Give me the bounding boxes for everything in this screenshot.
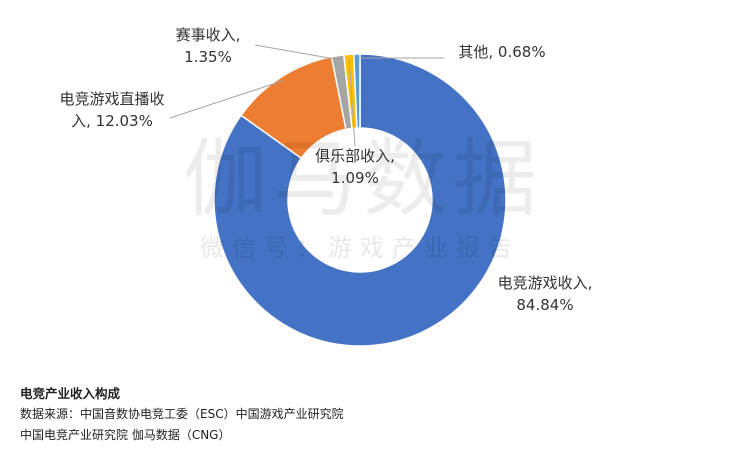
slice-label-line: 84.84% xyxy=(516,296,573,314)
leader-line xyxy=(348,58,356,147)
caption-title: 电竞产业收入构成 xyxy=(20,386,121,401)
leader-line xyxy=(169,80,284,119)
slice-label-line: 1.35% xyxy=(184,48,232,66)
slice-label-line: 俱乐部收入, xyxy=(315,147,395,165)
donut-slice xyxy=(352,53,361,129)
slice-label: 俱乐部收入, 1.09% xyxy=(315,147,395,187)
donut-chart: 伽马数据 微信号：游戏产业报告 电竞游戏收入, 84.84% 电竞游戏直播收入, 1… xyxy=(59,26,592,347)
watermark-logo-text: 伽马数据 xyxy=(183,130,543,228)
slice-label-line: 入, 12.03% xyxy=(71,112,153,130)
slice-label-line: 1.09% xyxy=(331,169,379,187)
leader-line xyxy=(254,44,339,61)
donut-slice xyxy=(213,53,507,347)
slice-label-line: 其他, 0.68% xyxy=(458,43,545,61)
watermark-subtitle: 微信号：游戏产业报告 xyxy=(200,234,520,262)
slice-label: 电竞游戏收入, 84.84% xyxy=(498,274,593,314)
slice-label: 其他, 0.68% xyxy=(458,43,545,61)
slice-labels: 电竞游戏收入, 84.84% 电竞游戏直播收入, 12.03% 赛事收入, 1.35% 俱… xyxy=(59,26,592,314)
caption-source-line-2: 中国电竞产业研究院 伽马数据（CNG） xyxy=(20,428,231,442)
leader-lines xyxy=(169,44,445,147)
slice-label-line: 电竞游戏收入, xyxy=(498,274,593,292)
slice-label: 赛事收入, 1.35% xyxy=(176,26,241,66)
caption-source-line-1: 数据来源：中国音数协电竞工委（ESC）中国游戏产业研究院 xyxy=(20,407,344,421)
slice-label: 电竞游戏直播收入, 12.03% xyxy=(59,90,164,130)
slice-label-line: 赛事收入, xyxy=(176,26,241,44)
donut-slices xyxy=(213,53,507,347)
slice-label-line: 电竞游戏直播收 xyxy=(59,90,164,108)
